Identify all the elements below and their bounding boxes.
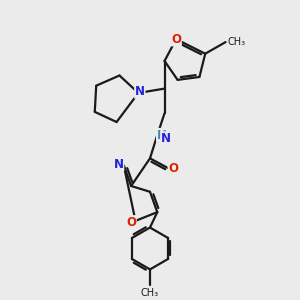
Text: O: O (168, 162, 178, 175)
Text: CH₃: CH₃ (228, 37, 246, 46)
Text: N: N (161, 132, 171, 145)
Text: O: O (171, 33, 181, 46)
Text: N: N (135, 85, 145, 98)
Text: CH₃: CH₃ (141, 288, 159, 298)
Text: N: N (114, 158, 124, 171)
Text: H: H (157, 129, 166, 142)
Text: O: O (126, 216, 136, 229)
